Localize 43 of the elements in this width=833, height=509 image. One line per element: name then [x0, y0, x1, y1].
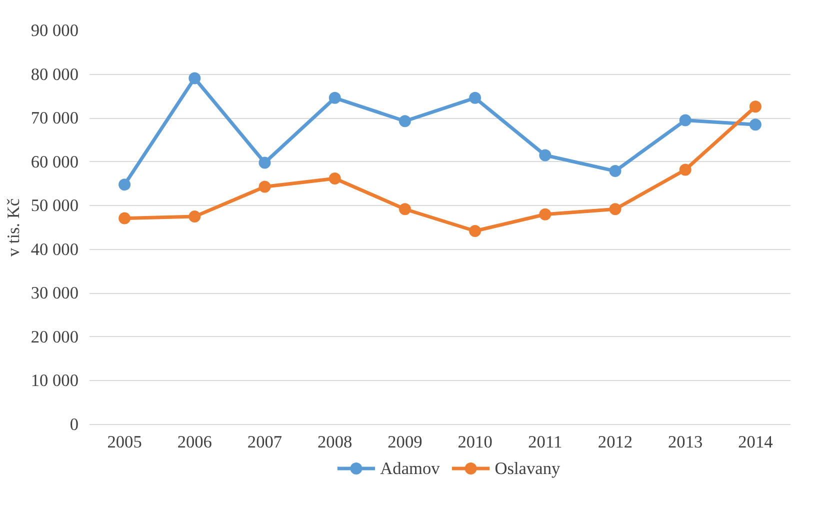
- y-tick-label: 40 000: [30, 240, 79, 259]
- point: [679, 114, 692, 126]
- point: [679, 164, 692, 176]
- x-tick-label: 2007: [247, 432, 282, 452]
- y-tick-label: 10 000: [30, 371, 79, 390]
- x-tick-label: 2006: [177, 432, 212, 452]
- x-tick-label: 2011: [528, 432, 562, 452]
- x-tick-label: 2012: [598, 432, 633, 452]
- y-tick-label: 20 000: [30, 327, 79, 346]
- point: [258, 180, 271, 193]
- point: [469, 225, 482, 237]
- x-tick-label: 2009: [388, 432, 422, 452]
- x-tick-label: 2005: [107, 432, 142, 452]
- point: [609, 165, 622, 178]
- point: [328, 92, 341, 104]
- point: [118, 178, 131, 191]
- point: [469, 92, 482, 104]
- y-axis-title: v tis. Kč: [4, 198, 23, 257]
- y-tick-label: 60 000: [30, 152, 79, 172]
- y-tick-label: 70 000: [30, 108, 79, 128]
- y-tick-label: 80 000: [30, 64, 79, 84]
- legend-label: Adamov: [380, 459, 440, 478]
- point: [398, 203, 411, 216]
- point: [539, 208, 552, 220]
- point: [749, 118, 762, 131]
- point: [398, 115, 411, 128]
- point: [188, 72, 201, 84]
- legend-label: Oslavany: [494, 459, 560, 478]
- point: [188, 210, 201, 223]
- x-tick-label: 2010: [458, 432, 492, 452]
- y-tick-label: 0: [70, 415, 79, 434]
- point: [258, 156, 271, 169]
- y-tick-label: 90 000: [30, 21, 79, 40]
- y-tick-label: 30 000: [30, 284, 79, 303]
- point: [328, 172, 341, 184]
- point: [118, 212, 131, 224]
- y-tick-label: 50 000: [30, 196, 79, 216]
- point: [749, 100, 762, 113]
- x-tick-label: 2008: [318, 432, 352, 452]
- point: [609, 203, 622, 216]
- x-tick-label: 2013: [668, 432, 703, 452]
- point: [539, 149, 552, 162]
- x-tick-label: 2014: [738, 432, 774, 452]
